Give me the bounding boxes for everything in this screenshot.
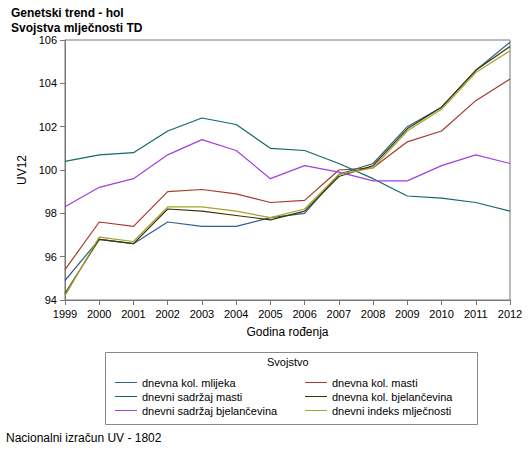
svg-text:dnevna kol. masti: dnevna kol. masti [332,377,418,389]
svg-text:dnevni sadržaj bjelančevina: dnevni sadržaj bjelančevina [142,405,278,417]
svg-text:2003: 2003 [190,308,214,320]
svg-text:2012: 2012 [498,308,522,320]
svg-text:Genetski trend - hol: Genetski trend - hol [11,6,124,20]
svg-text:Godina rođenja: Godina rođenja [246,325,328,339]
svg-text:dnevna kol. bjelančevina: dnevna kol. bjelančevina [332,391,453,403]
svg-text:2000: 2000 [87,308,111,320]
svg-text:dnevni sadržaj masti: dnevni sadržaj masti [142,391,242,403]
svg-text:dnevni indeks mlječnosti: dnevni indeks mlječnosti [332,405,451,417]
svg-text:2005: 2005 [258,308,282,320]
svg-text:2004: 2004 [224,308,248,320]
svg-text:Svojstvo: Svojstvo [267,356,309,368]
svg-text:Svojstva mlječnosti TD: Svojstva mlječnosti TD [11,21,143,35]
svg-text:98: 98 [45,207,57,219]
svg-text:94: 94 [45,294,57,306]
svg-text:dnevna kol. mlijeka: dnevna kol. mlijeka [142,377,236,389]
svg-text:2006: 2006 [292,308,316,320]
svg-text:96: 96 [45,251,57,263]
svg-text:2001: 2001 [121,308,145,320]
svg-text:2009: 2009 [395,308,419,320]
svg-text:2007: 2007 [327,308,351,320]
svg-text:2011: 2011 [464,308,488,320]
svg-text:104: 104 [39,77,57,89]
svg-text:106: 106 [39,34,57,46]
svg-text:100: 100 [39,164,57,176]
svg-text:2010: 2010 [429,308,453,320]
svg-text:2008: 2008 [361,308,385,320]
svg-text:102: 102 [39,121,57,133]
svg-text:2002: 2002 [155,308,179,320]
svg-text:1999: 1999 [53,308,77,320]
svg-text:UV12: UV12 [15,155,29,185]
svg-text:Nacionalni izračun UV - 1802: Nacionalni izračun UV - 1802 [6,431,162,445]
